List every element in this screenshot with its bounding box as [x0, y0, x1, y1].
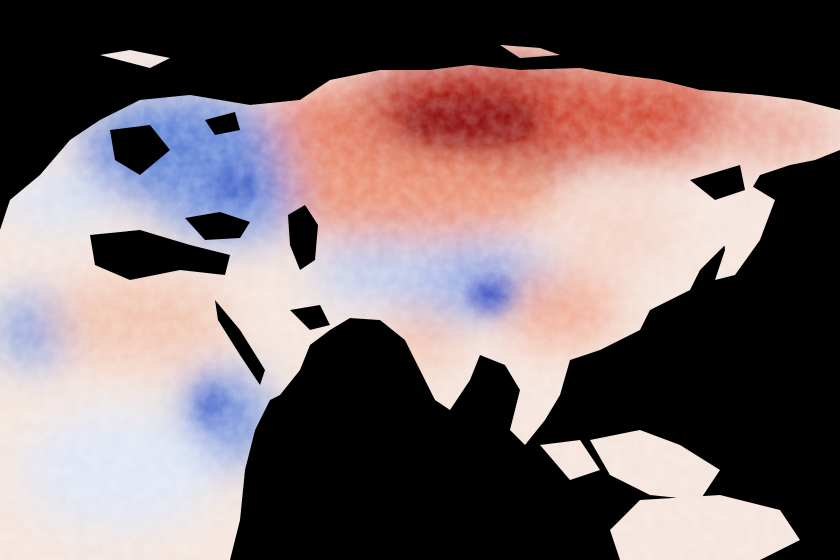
seas: [90, 112, 745, 385]
